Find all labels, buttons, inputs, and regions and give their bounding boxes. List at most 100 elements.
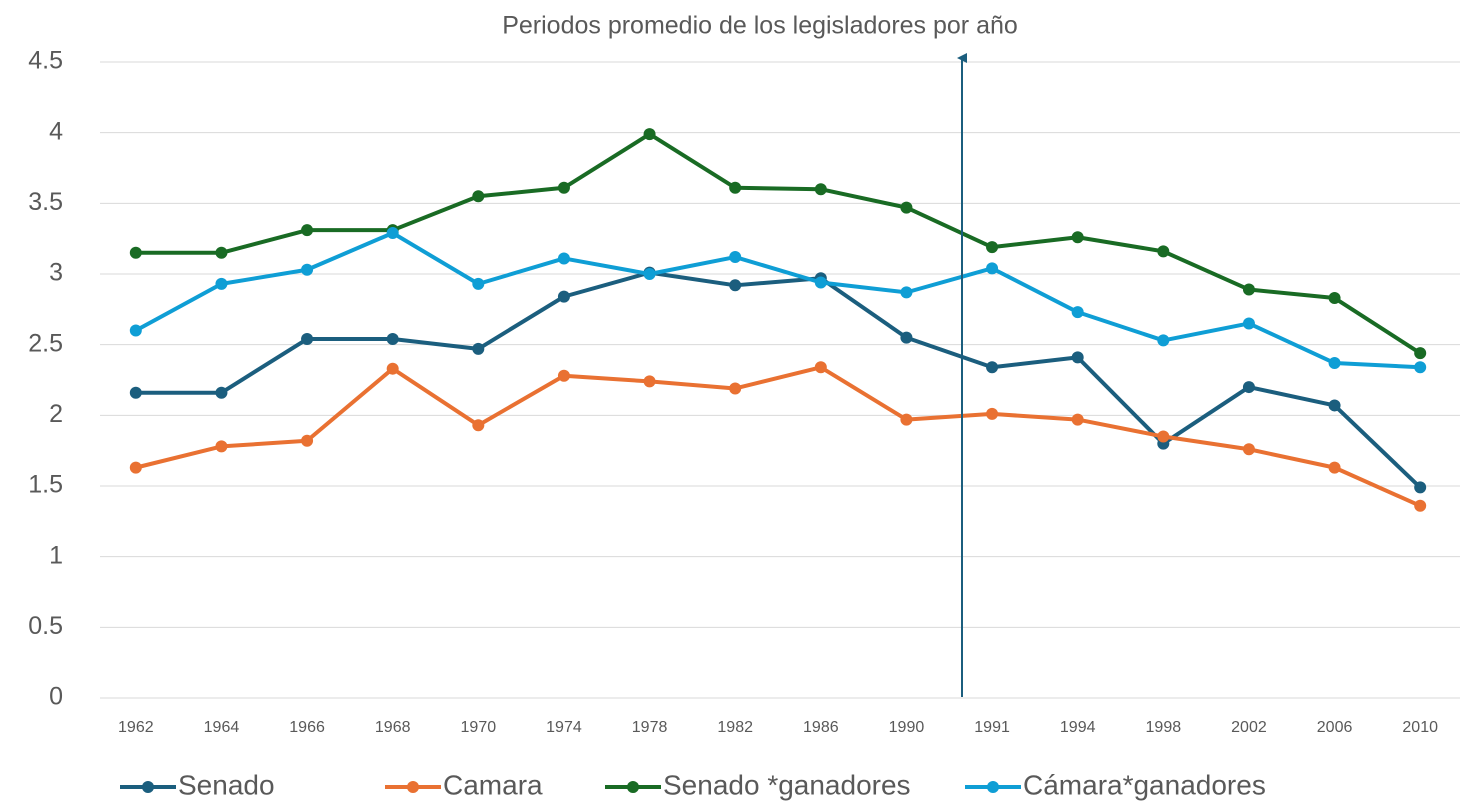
x-tick-label: 1991 xyxy=(974,719,1010,736)
y-tick-label: 0 xyxy=(49,683,63,711)
x-tick-label: 1966 xyxy=(289,719,325,736)
legend-label: Senado xyxy=(178,769,275,800)
y-tick-label: 3.5 xyxy=(28,188,63,216)
legend-label: Cámara*ganadores xyxy=(1023,769,1266,800)
y-tick-label: 1.5 xyxy=(28,471,63,499)
data-point xyxy=(301,434,314,447)
data-point xyxy=(986,262,999,275)
data-point xyxy=(472,190,485,203)
data-point xyxy=(814,183,827,196)
data-point xyxy=(1414,481,1427,494)
data-point xyxy=(1071,351,1084,364)
data-point xyxy=(301,333,314,346)
data-point xyxy=(643,268,656,280)
x-tick-label: 1978 xyxy=(632,719,668,736)
x-tick-label: 1964 xyxy=(204,719,240,736)
data-point xyxy=(301,263,314,276)
data-point xyxy=(900,286,913,299)
legend-marker xyxy=(627,781,639,793)
x-tick-label: 1998 xyxy=(1146,719,1182,736)
x-tick-label: 1962 xyxy=(118,719,154,736)
legend-label: Senado *ganadores xyxy=(663,769,911,800)
data-point xyxy=(900,331,913,344)
data-point xyxy=(900,413,913,426)
data-point xyxy=(472,277,485,290)
legend-marker xyxy=(407,781,419,793)
data-point xyxy=(643,128,656,141)
data-point xyxy=(1157,430,1170,443)
data-point xyxy=(1328,292,1341,305)
data-point xyxy=(814,276,827,289)
data-point xyxy=(386,333,399,346)
x-tick-label: 1974 xyxy=(546,719,582,736)
data-point xyxy=(1414,347,1427,360)
data-point xyxy=(1414,361,1427,374)
data-point xyxy=(729,279,742,292)
x-tick-label: 1982 xyxy=(717,719,753,736)
legend-marker xyxy=(142,781,154,793)
data-point xyxy=(472,419,485,432)
data-point xyxy=(129,461,142,474)
data-point xyxy=(1071,231,1084,244)
y-tick-label: 4.5 xyxy=(28,47,63,75)
data-point xyxy=(557,290,570,303)
data-point xyxy=(1157,334,1170,347)
data-point xyxy=(1242,283,1255,296)
y-tick-label: 2.5 xyxy=(28,329,63,357)
data-point xyxy=(729,251,742,264)
series-line xyxy=(135,132,1422,355)
series-line xyxy=(134,231,1421,370)
x-tick-label: 1970 xyxy=(461,719,497,736)
data-point xyxy=(129,386,142,399)
y-tick-label: 1 xyxy=(49,541,63,569)
data-point xyxy=(1414,499,1427,512)
x-tick-label: 1986 xyxy=(803,719,839,736)
x-tick-label: 1990 xyxy=(889,719,925,736)
data-point xyxy=(1071,306,1084,319)
data-point xyxy=(472,342,485,355)
data-point xyxy=(900,201,913,214)
data-point xyxy=(1328,357,1341,370)
data-point xyxy=(1328,461,1341,474)
x-tick-label: 2010 xyxy=(1402,719,1438,736)
data-point xyxy=(1242,381,1255,394)
legend-marker xyxy=(987,781,999,793)
data-point xyxy=(557,369,570,382)
data-point xyxy=(1242,443,1255,456)
data-point xyxy=(986,361,999,374)
data-point xyxy=(643,375,656,388)
data-point xyxy=(1328,399,1341,412)
data-point xyxy=(729,382,742,395)
x-tick-label: 2002 xyxy=(1231,719,1267,736)
data-point xyxy=(215,277,228,290)
data-point xyxy=(986,241,999,254)
data-point xyxy=(301,224,314,237)
y-tick-label: 4 xyxy=(49,117,63,145)
data-point xyxy=(129,324,142,337)
data-point xyxy=(557,181,570,194)
data-point xyxy=(1242,317,1255,330)
data-point xyxy=(814,361,827,374)
series-line xyxy=(135,270,1422,489)
x-tick-label: 2006 xyxy=(1317,719,1353,736)
data-point xyxy=(557,252,570,265)
y-tick-label: 3 xyxy=(49,259,63,287)
data-point xyxy=(1071,413,1084,426)
legend-label: Camara xyxy=(443,769,543,800)
data-point xyxy=(215,440,228,453)
data-point xyxy=(386,227,399,240)
data-point xyxy=(129,246,142,259)
data-point xyxy=(729,181,742,194)
y-tick-label: 0.5 xyxy=(28,612,63,640)
data-point xyxy=(215,386,228,399)
y-tick-label: 2 xyxy=(49,400,63,428)
series-line xyxy=(135,365,1422,508)
x-tick-label: 1994 xyxy=(1060,719,1096,736)
data-point xyxy=(215,246,228,259)
data-point xyxy=(1157,245,1170,258)
data-point xyxy=(986,407,999,420)
data-point xyxy=(386,362,399,375)
chart-title: Periodos promedio de los legisladores po… xyxy=(502,12,1018,40)
x-tick-label: 1968 xyxy=(375,719,411,736)
